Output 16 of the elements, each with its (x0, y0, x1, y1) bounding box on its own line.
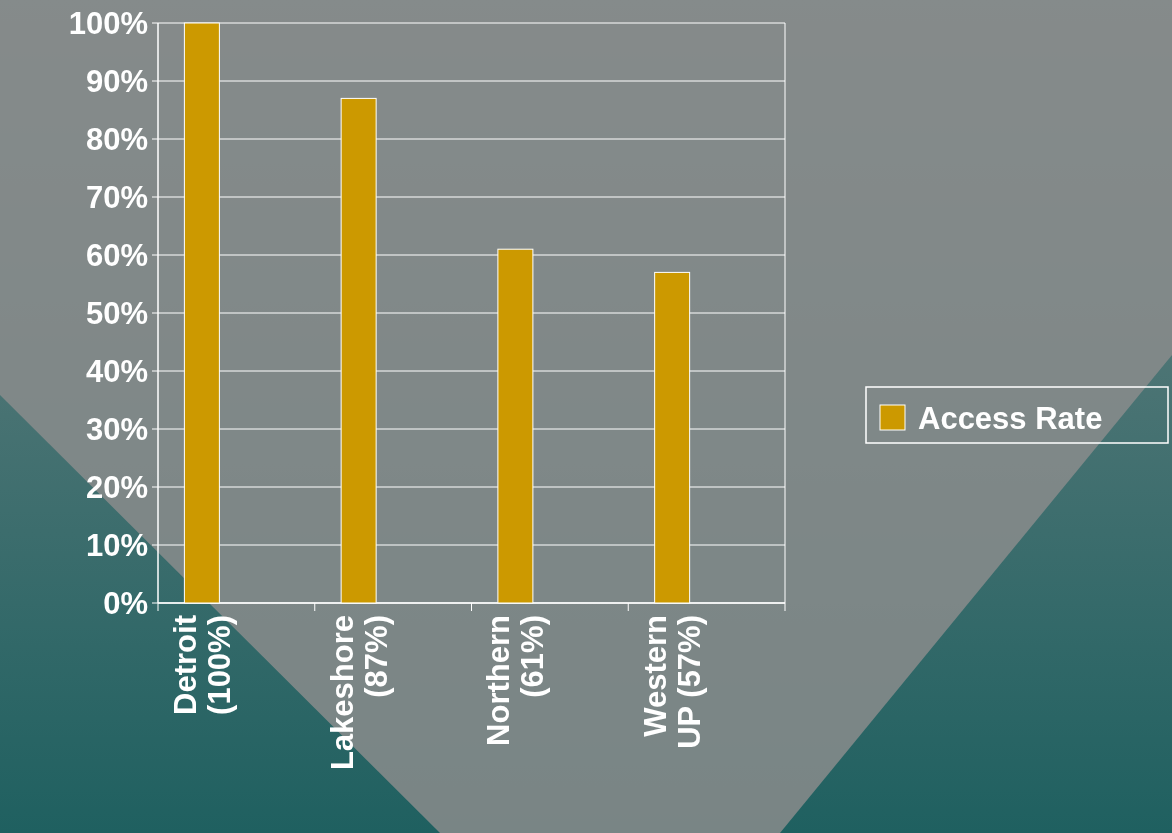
x-tick-label: Western UP (57%) (638, 615, 708, 749)
y-tick-label: 30% (85, 411, 148, 447)
y-tick-label: 40% (85, 353, 148, 389)
legend-label: Access Rate (918, 400, 1103, 436)
y-tick-label: 70% (85, 179, 148, 215)
x-tick-label: Detroit (100%) (167, 615, 237, 715)
y-tick-label: 20% (85, 469, 148, 505)
y-tick-label: 50% (85, 295, 148, 331)
x-tick-label: Northern (61%) (481, 615, 551, 746)
y-tick-label: 60% (85, 237, 148, 273)
y-tick-label: 90% (85, 63, 148, 99)
y-tick-label: 100% (68, 5, 148, 41)
x-tick-label: Lakeshore (87%) (324, 615, 394, 771)
y-tick-label: 10% (85, 527, 148, 563)
y-tick-label: 0% (103, 585, 148, 621)
y-tick-label: 80% (85, 121, 148, 157)
